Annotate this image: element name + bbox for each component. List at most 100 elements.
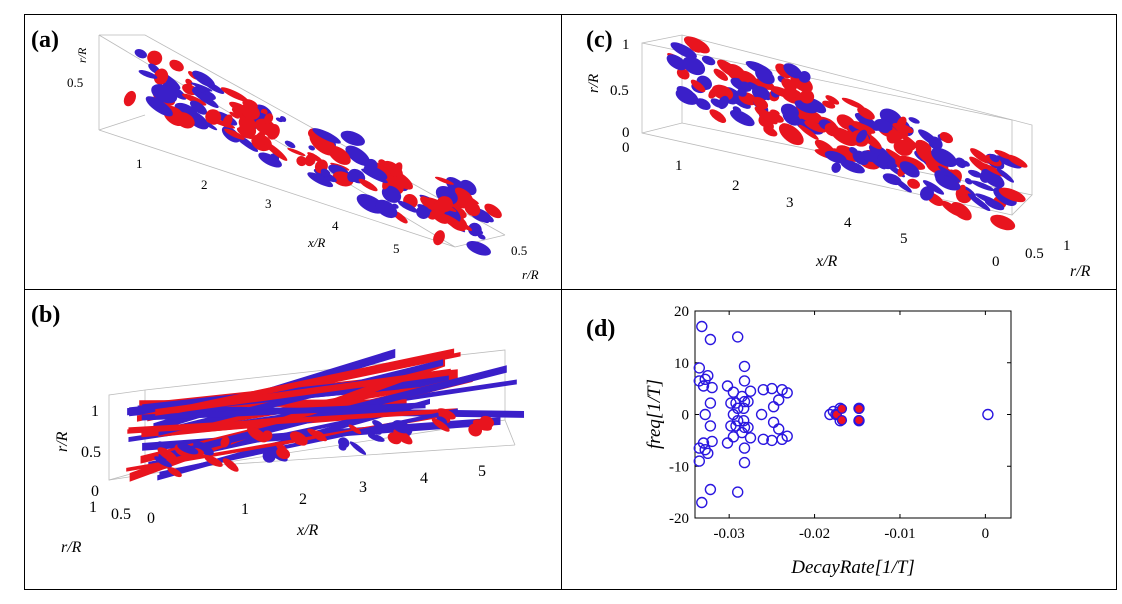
eigenvalue-point xyxy=(738,456,751,469)
isosurface-blob xyxy=(886,129,900,144)
isosurface-blob xyxy=(220,87,249,102)
eigenvalue-point xyxy=(730,420,742,432)
isosurface-blob xyxy=(153,68,169,85)
panel-b-isosurface-plot: 1 0.5 0 r/R 1 2 3 4 5 x/R 1 0.5 0 r/R xyxy=(54,348,525,556)
x-axis-label: DecayRate[1/T] xyxy=(790,557,914,578)
isosurface-blob xyxy=(695,98,711,111)
panel-c: (c) 1 0.5 0 r/R 0 1 2 3 4 5 x/R 0 0.5 1 … xyxy=(561,14,1117,290)
isosurface-blob xyxy=(476,210,494,223)
x-tick: 4 xyxy=(420,470,428,487)
isosurface-blob xyxy=(687,39,703,53)
isosurface-blob xyxy=(157,447,178,463)
isosurface-blob xyxy=(676,68,690,80)
eigenvalue-point xyxy=(738,360,751,373)
eigenvalue-point xyxy=(772,423,785,435)
x-tick: 2 xyxy=(201,177,208,192)
isosurface-blob xyxy=(886,161,898,169)
isosurface-blob xyxy=(709,109,727,123)
isosurface-blob xyxy=(236,127,254,139)
isosurface-blob xyxy=(175,112,195,129)
x-tick: 5 xyxy=(900,231,908,247)
isosurface-blob xyxy=(925,159,942,174)
eigenvalue-point xyxy=(697,380,710,392)
highlighted-eigenvalue-point xyxy=(836,403,848,415)
eigenvalue-point xyxy=(731,331,744,343)
isosurface-blob xyxy=(263,113,274,125)
x-tick-label: -0.03 xyxy=(714,526,745,542)
eigenvalue-point xyxy=(693,455,706,467)
isosurface-blob xyxy=(169,59,184,72)
r-tick: 0 xyxy=(622,125,630,141)
y-axis-label: freq[1/T] xyxy=(644,379,665,449)
x-tick: 3 xyxy=(359,479,367,496)
x-ticks: -0.03 -0.02 -0.01 0 xyxy=(714,311,989,542)
x-tick: 4 xyxy=(332,218,339,233)
eigenvalue-point xyxy=(706,435,718,448)
eigenvalue-point xyxy=(757,433,770,446)
r-tick: 0 xyxy=(91,483,99,500)
isosurface-blob xyxy=(856,129,868,143)
eigenvalue-point xyxy=(744,432,757,444)
r-tick: 1 xyxy=(91,403,99,420)
isosurface-blob xyxy=(262,449,276,463)
isosurface-blob xyxy=(308,145,316,151)
x-tick-label: -0.01 xyxy=(884,526,915,542)
panel-c-isosurface-plot: 1 0.5 0 r/R 0 1 2 3 4 5 x/R 0 0.5 1 r/R xyxy=(586,34,1091,280)
isosurface-band xyxy=(141,402,426,421)
isosurface-blob xyxy=(915,139,932,153)
isosurface-blob xyxy=(825,95,840,105)
isosurface-blob xyxy=(247,426,268,443)
isosurface-blob xyxy=(312,128,341,144)
isosurface-blob xyxy=(778,123,804,146)
isosurface-blob xyxy=(238,115,257,133)
isosurface-blob xyxy=(229,111,240,119)
isosurface-blob xyxy=(831,162,842,173)
x-tick: 1 xyxy=(241,501,249,518)
r2-tick: 0.5 xyxy=(511,243,527,258)
x-axis-label: x/R xyxy=(296,522,319,539)
x-tick: 0 xyxy=(622,140,630,156)
isosurface-blob xyxy=(154,456,172,468)
isosurface-blob xyxy=(266,123,280,140)
isosurface-blob xyxy=(798,124,819,140)
eigenvalue-point xyxy=(738,442,751,454)
isosurface-blob xyxy=(893,139,913,156)
isosurface-blob xyxy=(466,240,491,256)
panel-label-b: (b) xyxy=(31,302,61,328)
isosurface-blob xyxy=(984,198,1005,211)
isosurface-blob xyxy=(970,148,991,164)
isosurface-blob xyxy=(189,100,208,115)
isosurface-blob xyxy=(799,89,815,104)
eigenvalue-point xyxy=(721,437,734,449)
panel-a: (a) 0.5 r/R 1 2 3 4 5 x/R 0.5 r/R xyxy=(24,14,562,290)
y-tick-label: 0 xyxy=(682,408,690,424)
isosurface-blob xyxy=(752,96,769,110)
eigenvalue-point xyxy=(725,397,737,409)
isosurface-blob xyxy=(484,203,502,219)
isosurface-blob xyxy=(479,415,495,428)
isosurface-blob xyxy=(713,68,729,81)
y-ticks: -20 -10 0 10 20 xyxy=(669,304,1011,527)
x-tick: 5 xyxy=(478,463,486,480)
isosurface-band xyxy=(159,408,458,476)
eigenvalue-point xyxy=(721,380,734,392)
isosurface-blob xyxy=(181,93,207,106)
isosurface-blob xyxy=(967,193,991,212)
isosurface-blob xyxy=(951,202,972,221)
y-tick-label: 20 xyxy=(674,304,689,320)
eigenvalue-point xyxy=(738,375,751,387)
isosurface-blob xyxy=(908,117,920,124)
isosurface-blob xyxy=(755,68,775,85)
isosurface-blob xyxy=(222,114,233,128)
isosurface-blob xyxy=(898,155,926,170)
isosurface-blob xyxy=(850,121,876,134)
x-tick: 5 xyxy=(393,241,400,256)
isosurface-blob xyxy=(203,91,216,100)
eigenvalue-point xyxy=(781,430,793,442)
isosurface-blob xyxy=(753,78,775,90)
isosurface-blob xyxy=(769,86,796,99)
r2-tick: 1 xyxy=(89,499,97,516)
r2-axis-label: r/R xyxy=(61,539,82,556)
isosurface-blob xyxy=(857,106,875,120)
isosurface-blob xyxy=(174,102,198,119)
